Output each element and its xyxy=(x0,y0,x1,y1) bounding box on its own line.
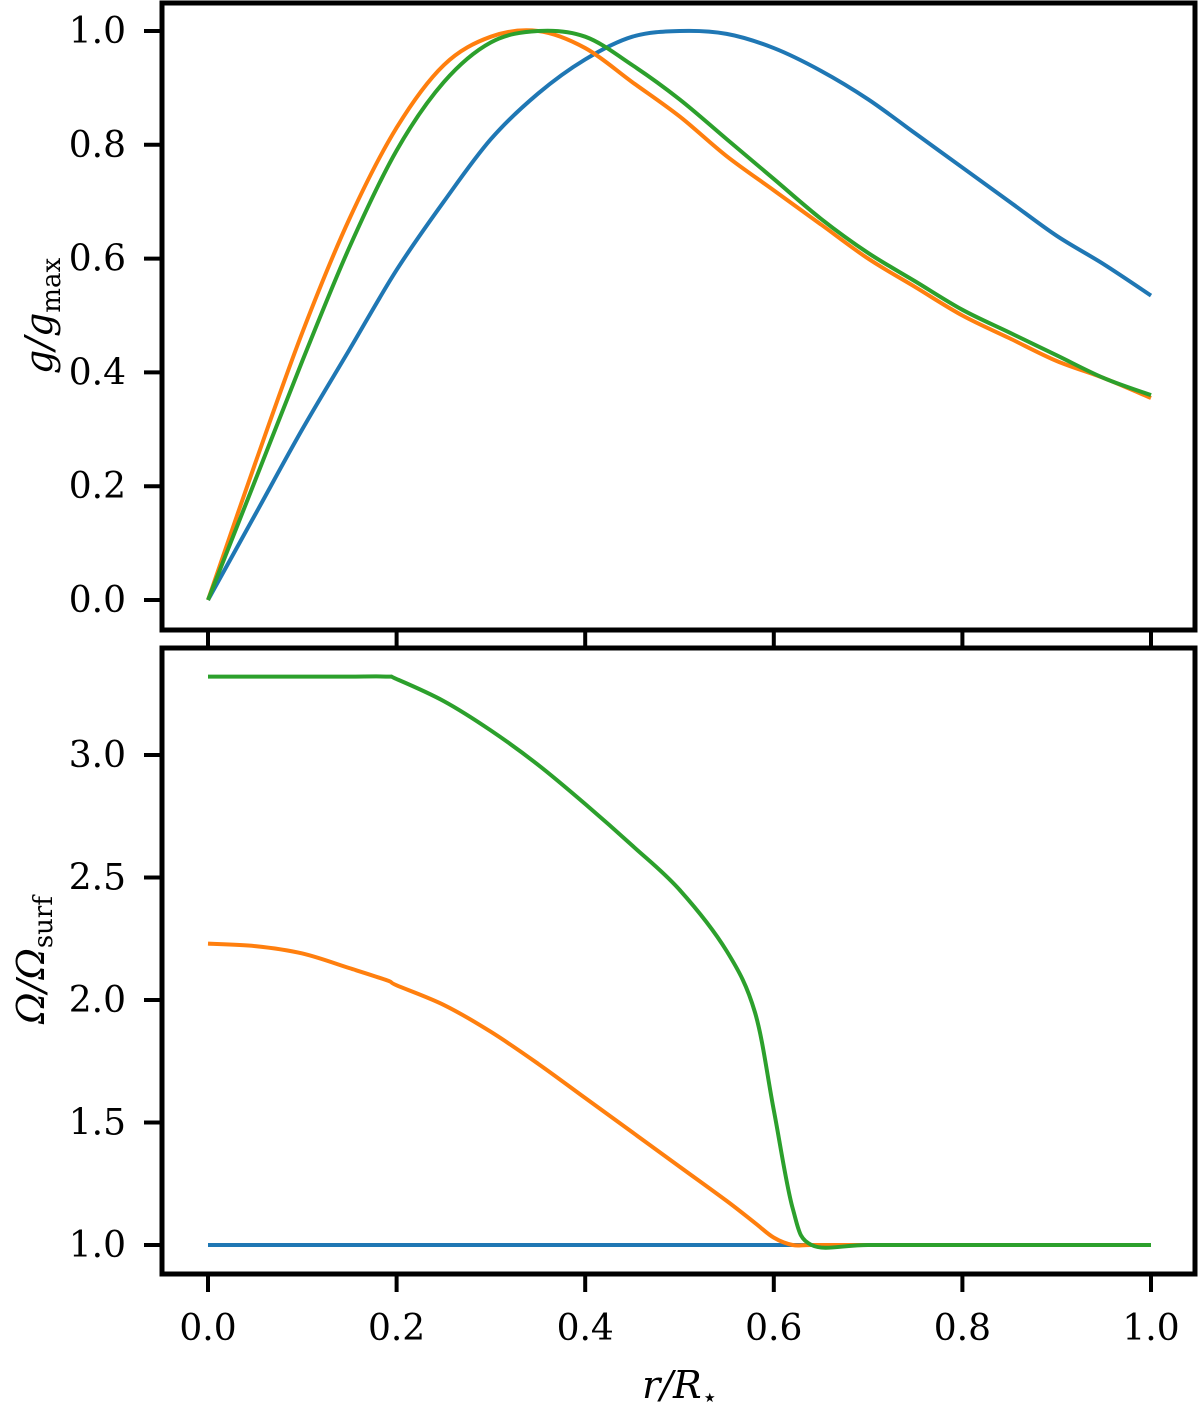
blue-series-line xyxy=(206,28,1153,601)
y-tick-label: 0.2 xyxy=(69,466,126,507)
bottom-y-axis-label: Ω/Ωsurf xyxy=(9,894,59,1025)
top-axes-frame xyxy=(159,0,1198,633)
y-tick-label: 0.4 xyxy=(69,352,126,393)
y-tick-label: 0.0 xyxy=(69,580,126,621)
y-tick-label: 1.0 xyxy=(69,1225,126,1266)
x-tick-label: 0.0 xyxy=(179,1308,236,1349)
y-tick-label: 3.0 xyxy=(69,735,126,776)
bottom-x-ticks: 0.0 0.2 0.4 0.6 0.8 1.0 xyxy=(179,1274,1180,1349)
orange-series-line xyxy=(206,28,1152,601)
x-tick-label: 0.2 xyxy=(368,1308,425,1349)
x-axis-label: r/R⋆ xyxy=(642,1363,718,1413)
y-tick-label: 0.8 xyxy=(69,125,126,166)
x-tick-label: 0.4 xyxy=(557,1308,614,1349)
y-tick-label: 0.6 xyxy=(69,239,126,280)
y-tick-label: 1.5 xyxy=(69,1103,126,1144)
bottom-axes-frame xyxy=(159,645,1198,1277)
x-tick-label: 0.8 xyxy=(934,1308,991,1349)
bottom-panel: 1.0 1.5 2.0 2.5 3.0 0.0 0.2 0.4 0.6 0.8 1.0 Ω/Ωsu… xyxy=(9,645,1198,1413)
orange-series-line xyxy=(207,941,1151,1248)
green-series-line xyxy=(206,28,1152,601)
y-tick-label: 2.0 xyxy=(69,980,126,1021)
y-tick-label: 2.5 xyxy=(69,858,126,899)
top-x-ticks xyxy=(206,630,1153,648)
bottom-y-ticks: 1.0 1.5 2.0 2.5 3.0 xyxy=(69,735,162,1266)
top-panel: 0.0 0.2 0.4 0.6 0.8 1.0 g/gmax xyxy=(17,0,1198,648)
top-curves xyxy=(206,28,1153,601)
top-y-ticks: 0.0 0.2 0.4 0.6 0.8 1.0 xyxy=(69,11,162,621)
top-y-axis-label: g/gmax xyxy=(17,258,67,375)
green-series-line xyxy=(208,674,1151,1250)
y-tick-label: 1.0 xyxy=(69,11,126,52)
x-tick-label: 1.0 xyxy=(1122,1308,1179,1349)
bottom-curves xyxy=(207,674,1151,1250)
x-tick-label: 0.6 xyxy=(745,1308,802,1349)
